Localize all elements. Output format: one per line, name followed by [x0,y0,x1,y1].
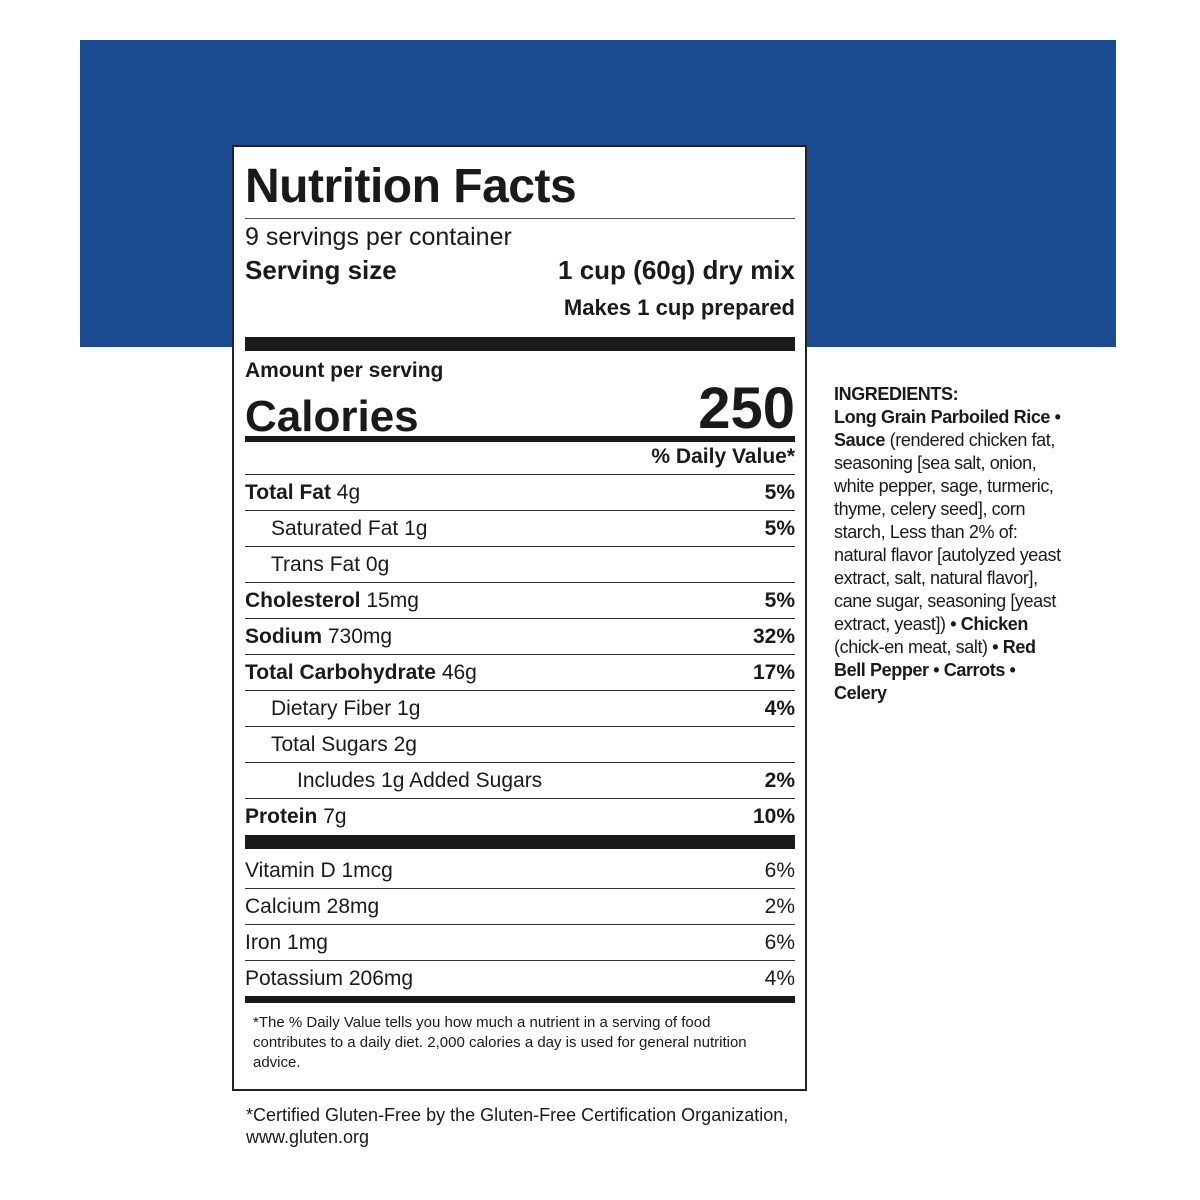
nutrient-amount: 1g [404,516,428,540]
nutrient-label: Total Fat [245,480,331,504]
nutrient-row: Sodium 730mg 32% [245,618,795,654]
nutrient-row: Total Sugars 2g [245,726,795,762]
vitamin-daily-value: 6% [764,930,795,954]
nutrient-amount: 2g [393,732,417,756]
calories-row: Calories 250 [245,375,795,442]
nutrient-label: Includes 1g Added Sugars [297,768,543,792]
nutrient-label: Protein [245,804,318,828]
makes-prepared: Makes 1 cup prepared [563,295,795,320]
nutrient-name: Total Carbohydrate 46g [245,661,477,685]
nutrient-row: Cholesterol 15mg 5% [245,582,795,618]
nutrient-amount: 15mg [366,588,419,612]
vitamin-name: Iron 1mg [245,930,328,954]
vitamin-row: Potassium 206mg 4% [245,961,795,997]
nutrient-row: Dietary Fiber 1g 4% [245,690,795,726]
nutrient-name: Total Sugars 2g [271,733,417,757]
vitamin-daily-value: 6% [764,858,795,882]
vitamin-row: Iron 1mg 6% [245,925,795,961]
nutrient-row: Total Carbohydrate 46g 17% [245,654,795,690]
nutrient-daily-value: 10% [752,804,795,828]
nutrient-amount: 4g [336,480,361,504]
ingredient-part: Long Grain Parboiled Rice [834,407,1051,427]
calories-value: 250 [698,376,795,441]
nutrient-daily-value: 2% [764,768,795,792]
ingredient-part: • [1050,407,1061,427]
nutrient-label: Total Sugars [271,732,388,756]
nutrient-label: Trans Fat [271,552,361,576]
vitamin-row: Vitamin D 1mcg 6% [245,853,795,889]
daily-value-header: % Daily Value* [651,445,795,468]
gluten-free-note: *Certified Gluten-Free by the Gluten-Fre… [246,1105,789,1147]
serving-size-label: Serving size [245,255,397,285]
ingredient-part: (chick-en meat, salt) [834,637,993,657]
vitamin-rows: Vitamin D 1mcg 6% Calcium 28mg 2% Iron 1mg 6%… [245,853,795,997]
nutrient-amount: 7g [323,804,347,828]
nutrient-daily-value: 5% [764,588,795,612]
medium-divider [245,996,795,1003]
nutrient-name: Cholesterol 15mg [245,589,419,613]
ingredient-part: (rendered chicken fat, seasoning [sea sa… [834,430,1061,634]
vitamin-name: Potassium 206mg [245,966,414,990]
nutrient-label: Saturated Fat [271,516,399,540]
ingredient-part: • Red Bell Pepper • Carrots • Celery [834,637,1036,703]
nutrient-name: Trans Fat 0g [271,553,389,577]
nutrient-amount: 0g [365,552,390,576]
nutrient-daily-value: 32% [752,624,795,648]
vitamin-daily-value: 2% [764,894,795,918]
vitamin-name: Calcium 28mg [245,894,380,918]
nutrient-daily-value: 17% [752,660,795,684]
nutrient-name: Dietary Fiber 1g [271,697,420,721]
thick-divider [245,337,795,351]
nutrient-row: Protein 7g 10% [245,798,795,834]
divider [245,218,795,219]
nutrient-name: Saturated Fat 1g [271,517,427,541]
nutrient-row: Saturated Fat 1g 5% [245,510,795,546]
nutrient-label: Dietary Fiber [271,696,392,720]
vitamin-daily-value: 4% [764,966,795,990]
nutrient-row: Total Fat 4g 5% [245,474,795,510]
nutrient-name: Includes 1g Added Sugars [297,769,542,793]
label-title: Nutrition Facts [245,160,577,213]
thick-divider [245,835,795,849]
nutrient-name: Total Fat 4g [245,481,360,505]
vitamin-row: Calcium 28mg 2% [245,889,795,925]
servings-per-container: 9 servings per container [245,223,512,251]
nutrient-name: Protein 7g [245,805,347,829]
nutrient-amount: 1g [397,696,421,720]
nutrient-label: Cholesterol [245,588,361,612]
serving-size-value: 1 cup (60g) dry mix [558,255,795,285]
ingredient-part: Sauce [834,430,886,450]
ingredients-heading: INGREDIENTS: [834,384,959,404]
nutrient-name: Sodium 730mg [245,625,392,649]
ingredient-part: • Chicken [950,614,1028,634]
nutrition-facts-label: Nutrition Facts 9 servings per container… [232,145,807,1091]
nutrient-label: Total Carbohydrate [245,660,436,684]
amount-per-serving: Amount per serving [245,359,444,382]
nutrient-daily-value: 4% [764,696,795,720]
calories-label: Calories [245,392,419,441]
vitamin-name: Vitamin D 1mcg [245,858,393,882]
nutrient-rows: Total Fat 4g 5% Saturated Fat 1g 5% Trans Fa… [245,474,795,834]
nutrient-amount: 46g [441,660,477,684]
ingredients: INGREDIENTS: Long Grain Parboiled Rice •… [834,383,1064,705]
nutrient-label: Sodium [245,624,322,648]
ingredients-text: Long Grain Parboiled Rice • Sauce (rende… [834,406,1064,705]
nutrient-row: Includes 1g Added Sugars 2% [245,762,795,798]
footnote: *The % Daily Value tells you how much a … [253,1014,747,1071]
nutrient-row: Trans Fat 0g [245,546,795,582]
nutrient-daily-value: 5% [764,480,795,504]
nutrient-daily-value: 5% [764,516,795,540]
nutrient-amount: 730mg [327,624,393,648]
medium-divider [245,436,795,442]
serving-size: Serving size 1 cup (60g) dry mix [245,255,795,286]
